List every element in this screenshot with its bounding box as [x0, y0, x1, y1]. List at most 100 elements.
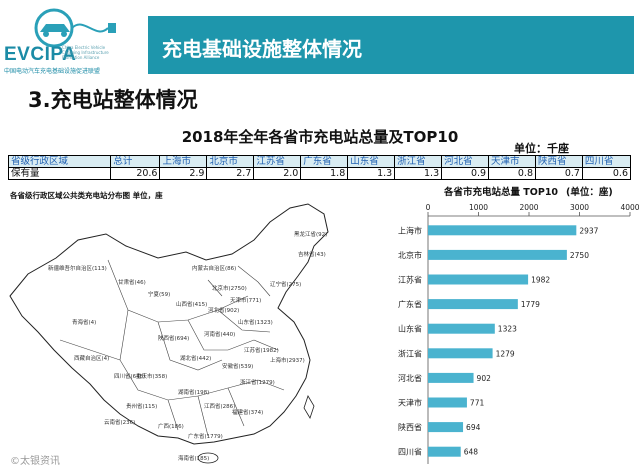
map-province-label: 重庆市(358): [136, 372, 167, 380]
taiwan-island: [303, 395, 315, 419]
data-label: 2937: [579, 226, 598, 235]
bar: [428, 422, 464, 433]
banner-title: 充电基础设施整体情况: [162, 37, 362, 61]
map-province-label: 福建省(374): [232, 408, 263, 416]
table-value-cell: 0.8: [488, 167, 536, 180]
data-label: 648: [464, 448, 479, 457]
bar: [428, 372, 474, 383]
bar: [428, 274, 529, 285]
map-province-label: 海南省(185): [178, 454, 209, 462]
map-province-label: 上海市(2937): [270, 356, 305, 364]
hainan-island: [197, 452, 219, 464]
map-province-label: 天津市(771): [230, 296, 261, 304]
category-label: 陕西省: [398, 422, 422, 432]
table-header-cell: 陕西省: [534, 155, 583, 168]
category-label: 北京市: [398, 250, 422, 260]
table-header-cell: 河北省: [441, 155, 490, 168]
chart-unit: (单位：座): [566, 187, 613, 198]
map-province-label: 吉林省(43): [298, 250, 326, 258]
category-label: 四川省: [398, 447, 422, 457]
bar: [428, 299, 518, 310]
map-province-label: 浙江省(1279): [240, 378, 275, 386]
category-label: 浙江省: [398, 348, 422, 358]
table-value-row: 保有量 20.6 2.9 2.7 2.0 1.8 1.3 1.3 0.9 0.8 0.7 0.6: [7, 167, 632, 180]
bar: [428, 249, 567, 260]
table-value-cell: 2.9: [159, 167, 208, 180]
x-tick-label: 3000: [570, 203, 589, 212]
table-header-cell: 浙江省: [394, 155, 443, 168]
map-province-label: 江苏省(1982): [244, 346, 279, 354]
x-tick-label: 2000: [519, 203, 538, 212]
bar: [428, 225, 577, 236]
evcipa-logo: [4, 6, 136, 78]
logo-cn-name: 中国电动汽车充电基础设施促进联盟: [4, 68, 101, 75]
china-outline: [9, 203, 329, 445]
map-province-label: 云南省(236): [104, 418, 135, 426]
watermark: ©太银资讯: [10, 456, 60, 467]
bar: [428, 323, 495, 334]
map-province-label: 北京市(2750): [212, 284, 247, 292]
data-label: 1779: [521, 300, 540, 309]
map-province-label: 西藏自治区(4): [74, 354, 109, 362]
map-province-label: 广西(186): [158, 422, 184, 430]
table-header-cell: 山东省: [347, 155, 396, 168]
category-label: 天津市: [398, 398, 422, 408]
data-label: 902: [477, 374, 492, 383]
table-header-cell: 省级行政区域: [7, 155, 112, 168]
china-map: 黑龙江省(92) 吉林省(43) 辽宁省(275) 内蒙古自治区(86) 新疆维吾尔自治…: [9, 203, 329, 464]
x-tick-label: 1000: [469, 203, 488, 212]
car-plug-icon: [34, 8, 116, 48]
category-label: 上海市: [398, 225, 422, 235]
province-table: 省级行政区域 总计 上海市 北京市 江苏省 广东省 山东省 浙江省 河北省 天津市 陕西省 四川省 保…: [7, 155, 632, 180]
table-value-cell: 2.0: [253, 167, 302, 180]
map-province-label: 四川省(648): [114, 372, 145, 380]
logo-name: EVCIPA: [4, 44, 77, 65]
map-province-label: 湖南省(198): [178, 388, 209, 396]
table-header-cell: 总计: [110, 155, 161, 168]
map-province-label: 黑龙江省(92): [294, 230, 327, 238]
map-province-label: 新疆维吾尔自治区(113): [48, 264, 107, 272]
bar: [428, 348, 493, 359]
table-unit: 单位：千座: [514, 142, 569, 155]
map-province-label: 青海省(4): [72, 318, 96, 326]
category-label: 河北省: [398, 373, 422, 383]
table-value-cell: 2.7: [206, 167, 255, 180]
x-tick-label: 0: [426, 203, 431, 212]
table-value-cell: 0.6: [581, 167, 632, 180]
data-label: 694: [466, 423, 481, 432]
section-title: 3.充电站整体情况: [28, 88, 198, 112]
bar: [428, 446, 461, 457]
map-province-label: 安徽省(539): [222, 362, 253, 370]
table-header-cell: 江苏省: [253, 155, 302, 168]
category-label: 广东省: [398, 299, 422, 309]
data-label: 1982: [531, 276, 550, 285]
table-value-cell: 0.9: [441, 167, 490, 180]
data-label: 1323: [498, 325, 517, 334]
map-labels: 黑龙江省(92) 吉林省(43) 辽宁省(275) 内蒙古自治区(86) 新疆维吾尔自治…: [48, 230, 327, 462]
table-header-row: 省级行政区域 总计 上海市 北京市 江苏省 广东省 山东省 浙江省 河北省 天津市 陕西省 四川省: [7, 155, 632, 168]
table-header-cell: 四川省: [581, 155, 632, 168]
category-label: 江苏省: [398, 275, 422, 285]
table-value-cell: 1.3: [394, 167, 443, 180]
data-label: 771: [470, 399, 485, 408]
title-banner: 充电基础设施整体情况: [148, 16, 634, 74]
map-province-label: 广东省(1779): [188, 432, 223, 440]
map-title: 各省级行政区域公共类充电站分布图 单位，座: [10, 191, 163, 200]
top10-bar-chart: 0 1000 2000 3000 4000 上海市 2937 北京市 2750 江苏省 1982 广东…: [398, 203, 640, 464]
x-tick-label: 4000: [620, 203, 639, 212]
table-header-cell: 北京市: [206, 155, 255, 168]
table-value-cell: 1.3: [347, 167, 396, 180]
row-label: 保有量: [7, 167, 112, 180]
map-province-label: 宁夏(59): [148, 290, 170, 298]
map-province-label: 山东省(1323): [238, 318, 273, 326]
table-value-cell: 0.7: [534, 167, 583, 180]
table-header-cell: 广东省: [300, 155, 349, 168]
table-header-cell: 上海市: [159, 155, 208, 168]
table-header-cell: 天津市: [488, 155, 536, 168]
data-label: 1279: [496, 349, 515, 358]
category-label: 山东省: [398, 324, 422, 334]
chart-title: 各省市充电站总量 TOP10: [444, 187, 559, 198]
data-label: 2750: [570, 251, 589, 260]
map-province-label: 甘肃省(46): [118, 278, 146, 286]
province-borders: [59, 259, 285, 437]
